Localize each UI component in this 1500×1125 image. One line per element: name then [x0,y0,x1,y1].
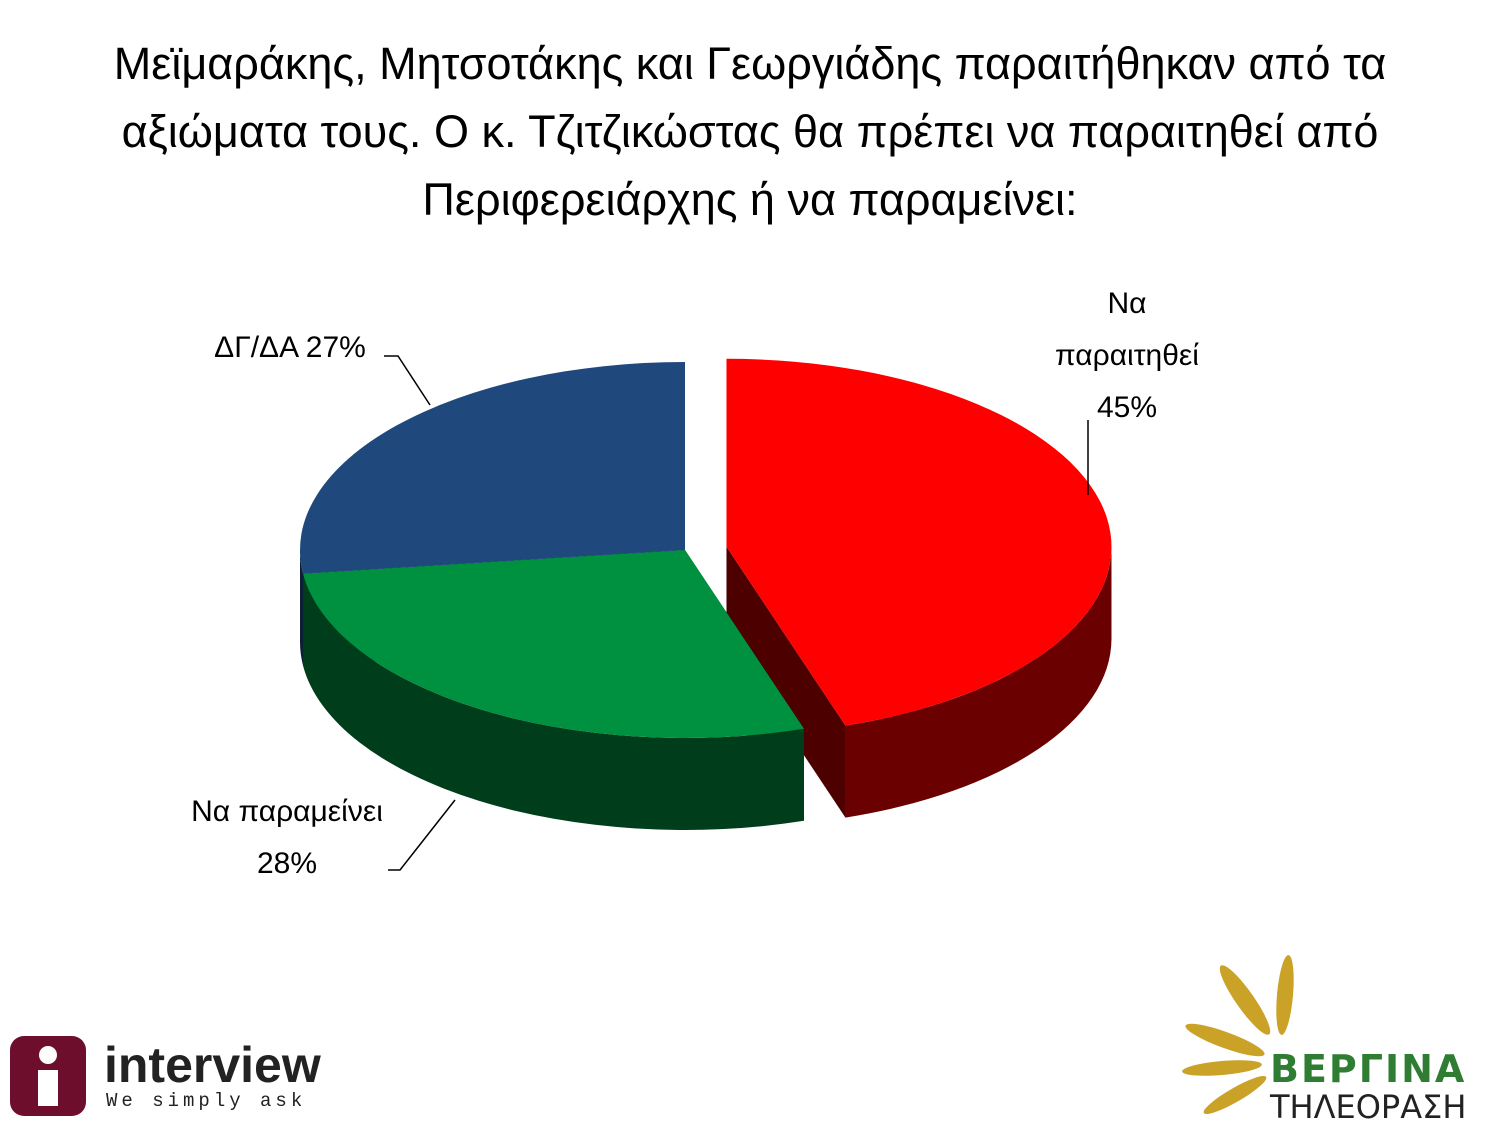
pie-slice [726,358,1112,726]
slice-value-label: 27% [305,331,366,364]
slice-label: ΔΓ/ΔΑ 27% [185,322,395,374]
logo-rays [1182,955,1294,1114]
slice-label: Να παραιτηθεί 45% [1032,278,1222,434]
logo-text: ΒΕΡΓΙΝΑ [1270,1047,1466,1091]
logo-tagline: ΤΗΛΕΟΡΑΣΗ [1269,1088,1466,1125]
slice-label: Να παραμείνει 28% [187,786,387,890]
slice-name: Να παραιτηθεί [1055,287,1199,372]
logo-text: interview [104,1037,321,1093]
slice-wall [726,546,846,818]
logo-tagline: We simply ask [106,1090,306,1112]
chart-title: Μεϊμαράκης, Μητσοτάκης και Γεωργιάδης πα… [113,38,1387,225]
pie-slice [303,550,804,738]
slice-name: Να παραμείνει [191,795,383,828]
leader-line [388,799,456,871]
leader-line [384,355,431,406]
slice-value-label: 45% [1096,391,1158,424]
logo-icon-stem [38,1070,58,1106]
slice-side [303,573,804,830]
slice-side [845,546,1112,818]
slice-name: ΔΓ/ΔΑ [214,331,298,364]
slice-side [300,550,304,666]
slice-value-label: 28% [256,847,318,880]
pie-slice [300,362,685,574]
pie-tops [300,358,1112,738]
logo-icon-dot [39,1046,57,1064]
